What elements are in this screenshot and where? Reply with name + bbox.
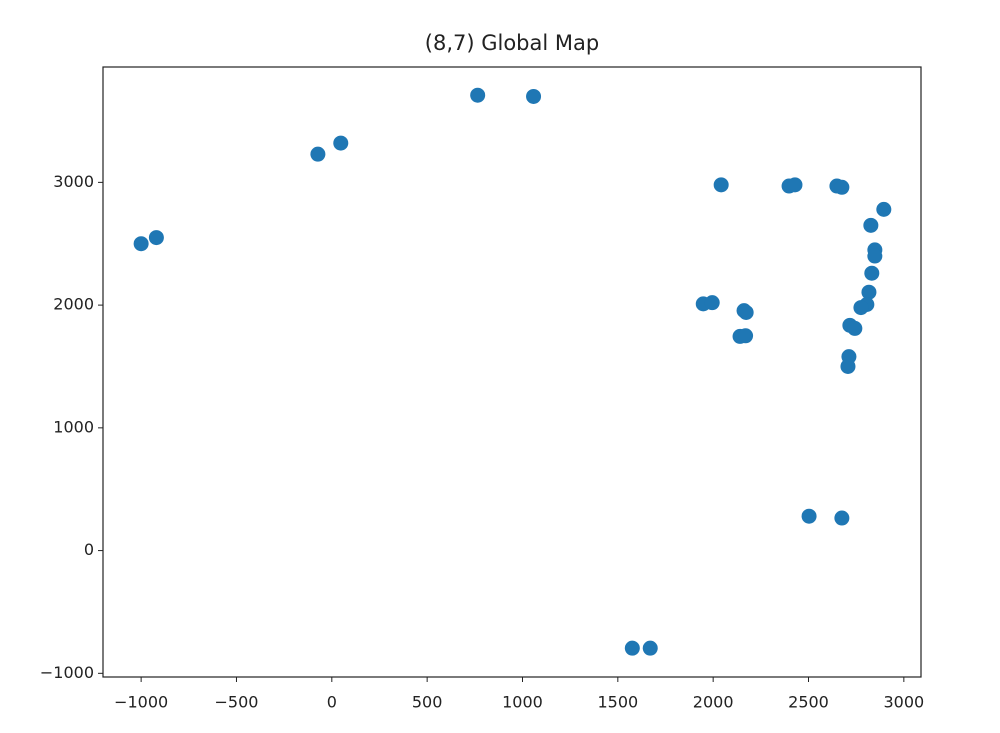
y-tick-label: −1000 — [40, 663, 94, 682]
x-tick-label: −500 — [214, 693, 258, 712]
point — [863, 217, 879, 233]
x-tick-label: 500 — [412, 693, 443, 712]
point — [876, 201, 892, 217]
x-tick-label: 3000 — [883, 693, 924, 712]
point — [864, 265, 880, 281]
point — [642, 640, 658, 656]
x-tick-label: 2500 — [788, 693, 829, 712]
point — [787, 177, 803, 193]
x-tick-label: 1500 — [597, 693, 638, 712]
point — [704, 295, 720, 311]
plot-frame — [102, 66, 922, 678]
point — [738, 304, 754, 320]
x-tick-label: 0 — [327, 693, 337, 712]
x-tick-label: 1000 — [502, 693, 543, 712]
y-tick-label: 0 — [84, 540, 94, 559]
point — [847, 320, 863, 336]
y-tick-label: 2000 — [53, 295, 94, 314]
point — [713, 177, 729, 193]
point — [310, 146, 326, 162]
point — [526, 88, 542, 104]
point — [624, 640, 640, 656]
y-tick-label: 1000 — [53, 417, 94, 436]
x-tick-label: −1000 — [114, 693, 168, 712]
point — [133, 236, 149, 252]
point — [834, 179, 850, 195]
point — [834, 510, 850, 526]
point — [861, 284, 877, 300]
chart-title: (8,7) Global Map — [425, 31, 599, 55]
point — [853, 300, 869, 316]
point — [801, 508, 817, 524]
point — [738, 328, 754, 344]
point — [333, 135, 349, 151]
point — [470, 87, 486, 103]
x-tick-label: 2000 — [693, 693, 734, 712]
point — [867, 248, 883, 264]
point — [840, 358, 856, 374]
point — [148, 230, 164, 246]
y-tick-label: 3000 — [53, 172, 94, 191]
